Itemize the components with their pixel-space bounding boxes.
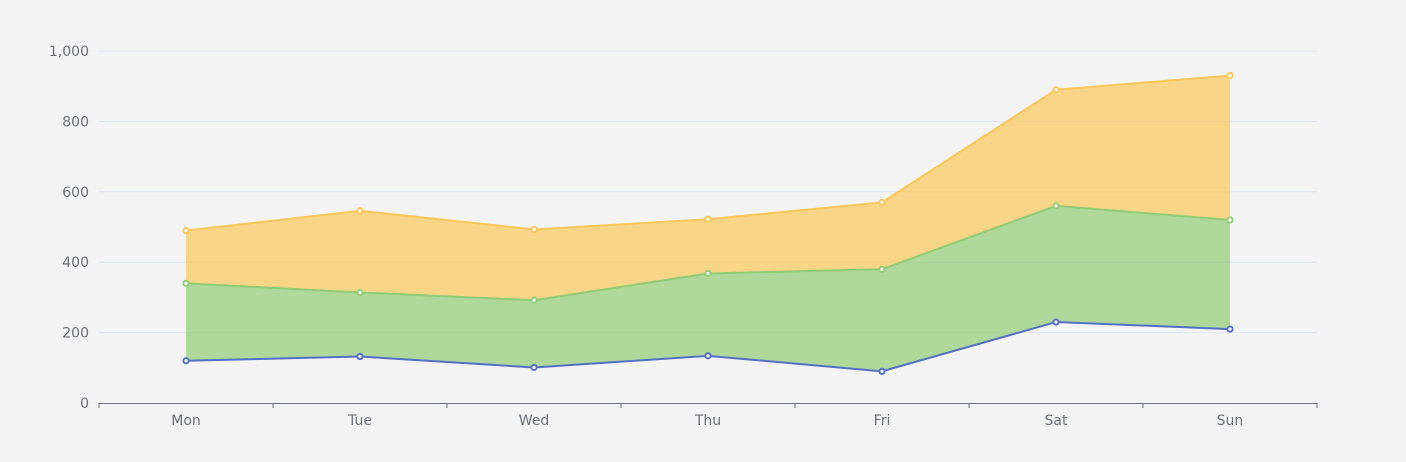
series-2-area (186, 205, 1230, 372)
series-3-point[interactable] (182, 226, 190, 235)
series-2-point[interactable] (356, 288, 364, 297)
y-tick-label: 800 (62, 114, 89, 130)
x-tick-label: Thu (694, 413, 721, 429)
series-2-point[interactable] (704, 269, 712, 278)
series-2-point[interactable] (1052, 202, 1060, 210)
x-tick-label: Mon (171, 413, 201, 429)
x-tick-label: Wed (519, 413, 550, 429)
series-2-point[interactable] (182, 279, 190, 287)
series-3-point[interactable] (530, 225, 538, 234)
x-tick-label: Sun (1217, 413, 1244, 429)
y-tick-label: 400 (62, 255, 89, 271)
x-tick-label: Fri (874, 413, 891, 429)
series-2-point[interactable] (878, 265, 886, 273)
series-1-point[interactable] (356, 352, 364, 361)
series-1-point[interactable] (878, 367, 886, 375)
series-1-point[interactable] (1052, 318, 1060, 326)
series-1-point[interactable] (704, 352, 712, 360)
series-1-point[interactable] (1226, 325, 1234, 333)
series-1-point[interactable] (530, 363, 538, 372)
series-3-area (186, 75, 1230, 301)
series-3-point[interactable] (878, 198, 886, 206)
x-tick-label: Sat (1045, 413, 1068, 429)
series-3-point[interactable] (1052, 86, 1060, 94)
series-1-point[interactable] (182, 357, 190, 365)
series-3-point[interactable] (356, 207, 364, 215)
y-tick-label: 600 (62, 185, 89, 201)
area-fills (186, 75, 1230, 372)
series-3-point[interactable] (1226, 72, 1234, 80)
y-tick-label: 1,000 (49, 44, 89, 60)
axes: 0 200 400 600 800 1,000 Mon Tue Wed Thu Fri Sat Sun (49, 44, 1318, 429)
y-tick-label: 200 (62, 326, 89, 342)
data-points (182, 72, 1234, 375)
y-tick-label: 0 (80, 396, 89, 412)
series-3-point[interactable] (704, 215, 712, 223)
series-2-point[interactable] (1226, 216, 1234, 224)
x-tick-label: Tue (347, 413, 372, 429)
series-2-point[interactable] (530, 296, 538, 304)
